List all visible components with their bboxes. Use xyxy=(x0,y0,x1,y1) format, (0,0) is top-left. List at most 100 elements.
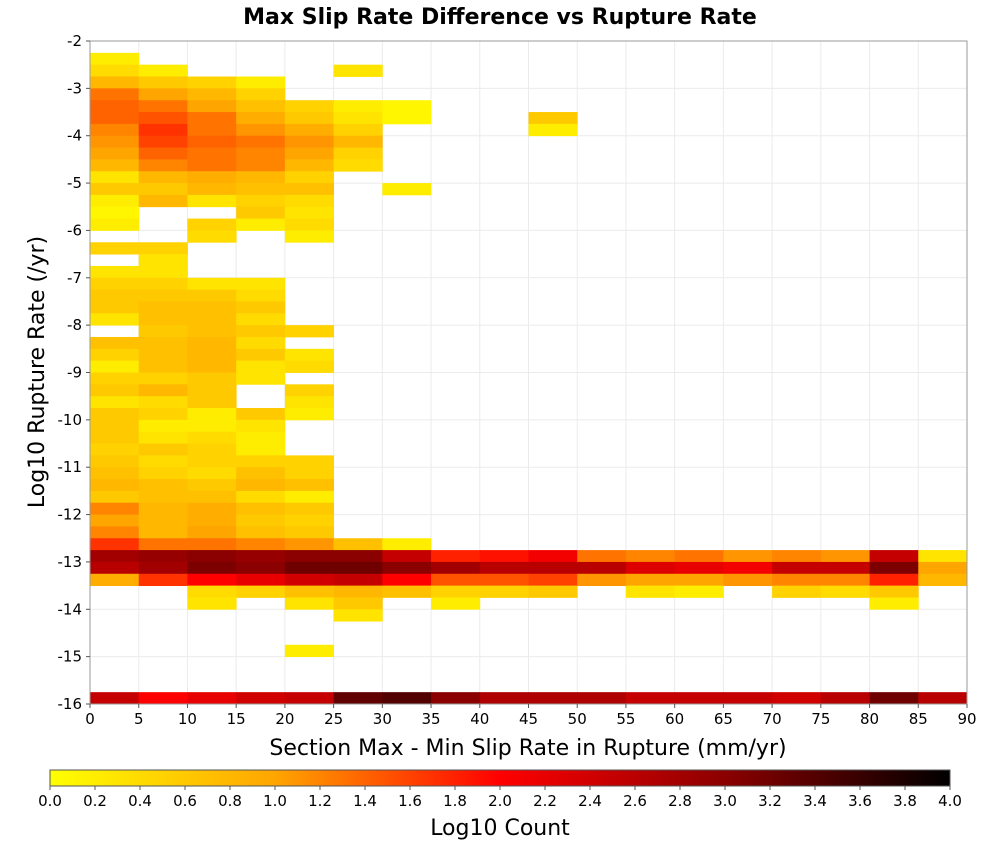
x-tick-label: 50 xyxy=(568,710,587,728)
heatmap-cell xyxy=(187,348,237,362)
heatmap-cell xyxy=(138,64,188,77)
heatmap-cell xyxy=(90,171,140,184)
heatmap-cell xyxy=(187,76,237,89)
heatmap-cell xyxy=(138,135,188,148)
colorbar-tick-label: 3.4 xyxy=(803,792,827,810)
heatmap-cell xyxy=(138,265,188,279)
heatmap-cell xyxy=(138,301,188,314)
heatmap-cell xyxy=(284,514,335,527)
colorbar-tick-label: 2.4 xyxy=(578,792,602,810)
heatmap-cell xyxy=(723,561,773,575)
heatmap-cell xyxy=(138,88,188,101)
heatmap-cell xyxy=(138,159,188,172)
heatmap-cell xyxy=(284,550,335,563)
heatmap-cell xyxy=(90,467,140,480)
heatmap-cell xyxy=(479,692,529,705)
colorbar-tick-label: 3.0 xyxy=(713,792,737,810)
heatmap-cell xyxy=(236,194,286,208)
heatmap-cell xyxy=(90,538,140,551)
heatmap-cell xyxy=(820,561,870,575)
heatmap-cell xyxy=(187,538,237,551)
heatmap-cell xyxy=(187,502,237,515)
heatmap-cell xyxy=(187,479,237,492)
heatmap-cell xyxy=(138,194,188,208)
y-axis-ticks: -2 -3 -4 -5 -6 -7 -8 -9 -10 -11 -12 -13 -14 -15 -16 xyxy=(58,32,90,713)
heatmap-cell xyxy=(772,573,822,587)
heatmap-cell xyxy=(138,348,188,362)
heatmap-cell xyxy=(284,692,335,705)
heatmap-cell xyxy=(674,561,724,575)
x-tick-label: 85 xyxy=(909,710,928,728)
heatmap-cell xyxy=(333,135,383,148)
heatmap-cell xyxy=(187,313,237,326)
heatmap-cell xyxy=(284,348,335,362)
heatmap-cell xyxy=(528,692,578,705)
heatmap-cell xyxy=(187,360,237,373)
colorbar-tick-label: 0.8 xyxy=(218,792,242,810)
heatmap-cell xyxy=(625,561,676,575)
heatmap-cell xyxy=(236,336,286,350)
heatmap-cell xyxy=(284,230,335,243)
heatmap-cell xyxy=(90,502,140,515)
y-tick-label: -2 xyxy=(67,32,82,50)
heatmap-cell xyxy=(284,123,335,137)
heatmap-cell xyxy=(236,123,286,137)
x-tick-label: 90 xyxy=(957,710,976,728)
heatmap-cell xyxy=(187,408,237,421)
heatmap-cell xyxy=(187,147,237,160)
heatmap-cell xyxy=(236,479,286,492)
heatmap-cell xyxy=(138,123,188,137)
heatmap-cell xyxy=(723,573,773,587)
heatmap-cell xyxy=(138,443,188,456)
heatmap-cell xyxy=(284,159,335,172)
heatmap-cell xyxy=(90,64,140,77)
colorbar-tick-label: 3.8 xyxy=(893,792,917,810)
heatmap-cell xyxy=(528,550,578,563)
colorbar-tick-label: 2.2 xyxy=(533,792,557,810)
x-tick-label: 10 xyxy=(178,710,197,728)
chart-title: Max Slip Rate Difference vs Rupture Rate xyxy=(243,5,757,30)
heatmap-cell xyxy=(138,242,188,255)
heatmap-cell xyxy=(723,550,773,563)
heatmap-cell xyxy=(187,183,237,196)
heatmap-cell xyxy=(187,692,237,705)
heatmap-cell xyxy=(284,147,335,160)
heatmap-cell xyxy=(138,325,188,338)
heatmap-cell xyxy=(90,384,140,397)
heatmap-cell xyxy=(333,100,383,113)
heatmap-cell xyxy=(138,336,188,350)
heatmap-cell xyxy=(333,147,383,160)
heatmap-cell xyxy=(187,455,237,468)
heatmap-cell xyxy=(236,550,286,563)
heatmap-cell xyxy=(528,123,578,137)
heatmap-cell xyxy=(138,408,188,421)
colorbar-tick-label: 2.6 xyxy=(623,792,647,810)
heatmap-cell xyxy=(333,692,383,705)
heatmap-cell xyxy=(479,550,529,563)
heatmap-cell xyxy=(138,171,188,184)
y-tick-label: -13 xyxy=(58,553,83,571)
heatmap-cell xyxy=(528,585,578,598)
heatmap-cell xyxy=(236,112,286,125)
y-tick-label: -5 xyxy=(67,174,82,192)
heatmap-cell xyxy=(138,313,188,326)
colorbar-tick-label: 1.2 xyxy=(308,792,332,810)
heatmap-cell xyxy=(138,490,188,504)
heatmap-cell xyxy=(577,692,627,705)
heatmap-cell xyxy=(333,561,383,575)
heatmap-cell xyxy=(187,550,237,563)
x-tick-label: 80 xyxy=(860,710,879,728)
heatmap-cell xyxy=(138,372,188,385)
x-tick-label: 70 xyxy=(763,710,782,728)
y-tick-label: -9 xyxy=(67,364,82,382)
heatmap-cell xyxy=(284,384,335,397)
heatmap-cell xyxy=(674,573,724,587)
heatmap-cell xyxy=(90,360,140,373)
y-tick-label: -16 xyxy=(58,695,83,713)
heatmap-cell xyxy=(284,135,335,148)
heatmap-cell xyxy=(138,112,188,125)
heatmap-cell xyxy=(236,76,286,89)
heatmap-cell xyxy=(918,692,968,705)
y-tick-label: -6 xyxy=(67,221,82,239)
